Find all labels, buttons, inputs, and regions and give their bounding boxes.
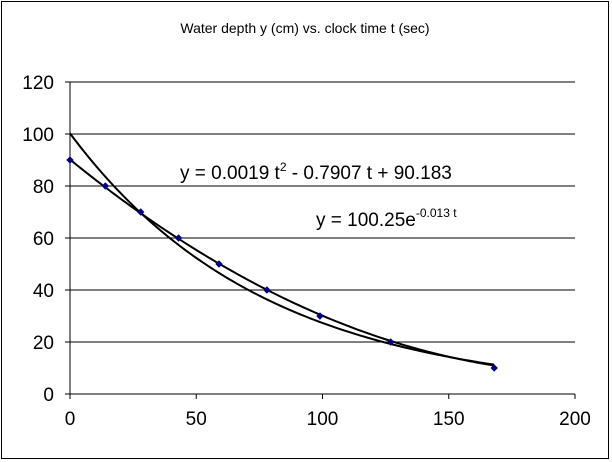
data-point [263,286,271,294]
data-point [66,156,74,164]
exp-eq-exponent: -0.013 t [416,206,457,220]
exp-eq-base: y = 100.25e [316,210,416,231]
data-point [215,260,223,268]
data-point [316,312,324,320]
poly-eq-exponent: 2 [280,160,287,174]
y-tick-label: 100 [22,125,54,146]
y-tick-label: 120 [22,73,54,94]
y-tick-label: 80 [33,177,54,198]
y-tick-label: 60 [33,229,54,250]
polynomial-equation: y = 0.0019 t2 - 0.7907 t + 90.183 [180,160,452,184]
data-point [490,364,498,372]
data-point [136,208,145,216]
data-point [386,338,395,346]
x-tick-label: 100 [307,409,339,430]
y-tick-label: 40 [33,281,54,302]
exponential-equation: y = 100.25e-0.013 t [316,206,457,231]
y-tick-label: 20 [33,333,54,354]
chart-title: Water depth y (cm) vs. clock time t (sec… [180,20,429,36]
y-tick-label: 0 [43,385,54,406]
x-tick-label: 0 [65,409,76,430]
poly-eq-rest: - 0.7907 t + 90.183 [287,163,452,184]
y-tick-labels: 0 20 40 60 80 100 120 [22,73,70,406]
data-point [174,234,183,242]
poly-eq-base: y = 0.0019 t [180,163,281,184]
gridlines [70,81,575,343]
x-tick-label: 150 [433,409,465,430]
x-tick-labels: 0 50 100 150 200 [65,394,591,430]
data-point [101,182,110,190]
polynomial-trendline [69,158,495,367]
data-points [66,156,498,372]
x-tick-label: 200 [559,409,591,430]
x-tick-label: 50 [186,409,207,430]
